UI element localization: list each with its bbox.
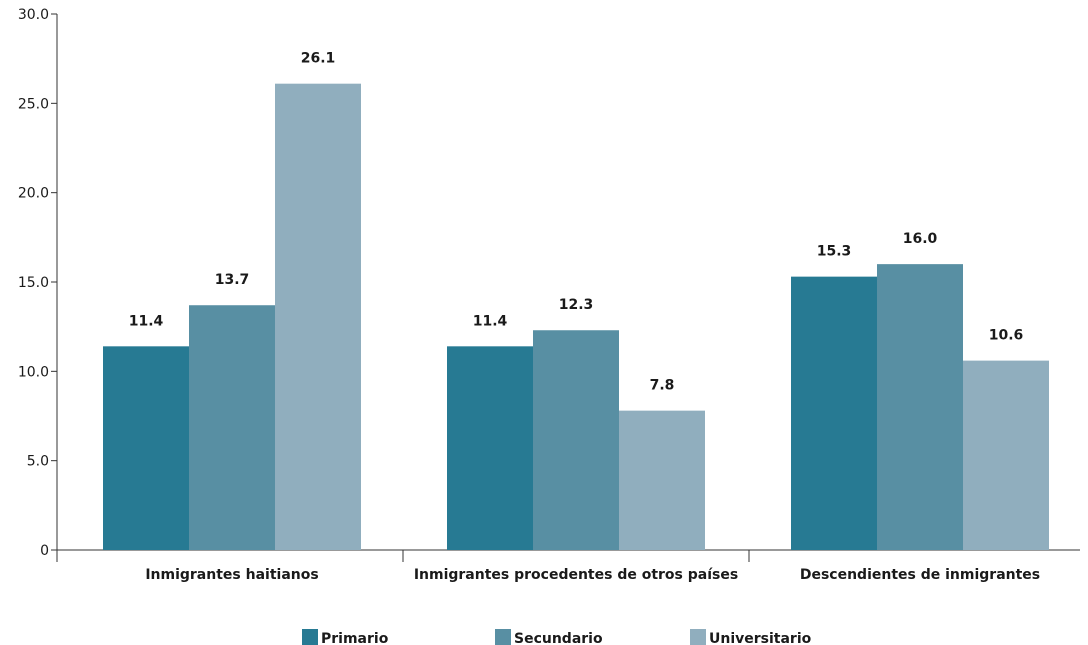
x-category-label: Descendientes de inmigrantes bbox=[800, 567, 1040, 583]
y-axis: 0 5.0 10.0 15.0 20.0 25.0 30.0 bbox=[18, 7, 58, 562]
bar-secundario bbox=[189, 305, 275, 550]
bar-secundario bbox=[533, 330, 619, 550]
legend-label: Universitario bbox=[709, 631, 812, 645]
data-label: 16.0 bbox=[903, 231, 938, 247]
y-tick-label: 25.0 bbox=[18, 96, 49, 112]
legend: Primario Secundario Universitario bbox=[302, 629, 812, 645]
legend-swatch-universitario bbox=[690, 629, 706, 645]
x-axis: Inmigrantes haitianos Inmigrantes procede… bbox=[57, 549, 1080, 583]
y-tick-label: 10.0 bbox=[18, 364, 49, 380]
bar-primario bbox=[791, 276, 877, 550]
data-label: 13.7 bbox=[215, 272, 250, 288]
y-tick-label: 5.0 bbox=[27, 454, 49, 470]
bar-primario bbox=[447, 346, 533, 550]
y-tick-label: 20.0 bbox=[18, 186, 49, 202]
y-tick-label: 15.0 bbox=[18, 275, 49, 291]
data-label: 12.3 bbox=[559, 297, 594, 313]
bar-universitario bbox=[619, 410, 705, 550]
data-label: 11.4 bbox=[129, 313, 164, 329]
data-label: 15.3 bbox=[817, 244, 852, 260]
x-category-label: Inmigrantes procedentes de otros países bbox=[414, 567, 738, 583]
legend-swatch-primario bbox=[302, 629, 318, 645]
legend-label: Primario bbox=[321, 631, 389, 645]
bars bbox=[103, 83, 1049, 551]
x-category-label: Inmigrantes haitianos bbox=[145, 567, 318, 583]
bar-universitario bbox=[963, 360, 1049, 550]
data-label: 10.6 bbox=[989, 328, 1024, 344]
data-label: 7.8 bbox=[650, 378, 675, 394]
bar-secundario bbox=[877, 264, 963, 550]
data-label: 11.4 bbox=[473, 313, 508, 329]
y-tick-label: 0 bbox=[40, 543, 49, 559]
data-labels: 11.4 11.4 15.3 13.7 12.3 16.0 26.1 7.8 10.6 bbox=[129, 51, 1024, 394]
legend-swatch-secundario bbox=[495, 629, 511, 645]
y-tick-label: 30.0 bbox=[18, 7, 49, 23]
legend-label: Secundario bbox=[514, 631, 603, 645]
bar-primario bbox=[103, 346, 189, 550]
data-label: 26.1 bbox=[301, 51, 336, 67]
bar-universitario bbox=[275, 83, 361, 551]
